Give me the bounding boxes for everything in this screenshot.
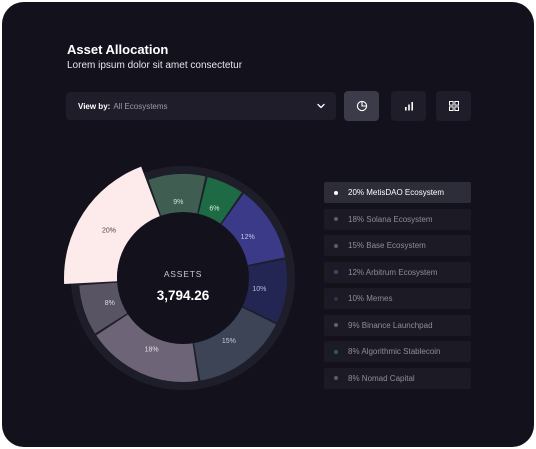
view-by-dropdown[interactable]: View by: All Ecosystems <box>66 92 336 120</box>
legend-dot-icon <box>334 243 338 248</box>
legend-dot-icon <box>334 349 338 354</box>
page-title: Asset Allocation <box>67 42 169 57</box>
legend-item[interactable]: 8% Nomad Capital <box>324 367 471 389</box>
legend-item-label: 8% Nomad Capital <box>348 373 415 383</box>
legend-dot-icon <box>334 190 338 195</box>
pie-slice-label: 10% <box>252 286 266 293</box>
pie-slice-label: 12% <box>241 234 255 241</box>
grid-icon <box>448 101 459 111</box>
pie-slice-label: 15% <box>222 338 236 345</box>
page-subtitle: Lorem ipsum dolor sit amet consectetur <box>67 60 243 71</box>
pie-slice-label: 6% <box>209 206 219 213</box>
grid-view-button[interactable] <box>436 91 471 121</box>
legend-item-label: 15% Base Ecosystem <box>348 241 426 250</box>
pie-slice-label: 20% <box>102 227 116 234</box>
legend-item[interactable]: 12% Arbitrum Ecosystem <box>324 261 471 283</box>
legend-item-label: 20% MetisDAO Ecosystem <box>348 188 445 197</box>
chevron-down-icon <box>317 103 325 109</box>
legend-item[interactable]: 18% Solana Ecosystem <box>324 208 471 230</box>
view-by-value: All Ecosystems <box>113 101 168 111</box>
legend-item[interactable]: 10% Memes <box>324 288 471 309</box>
donut-hole <box>117 212 249 344</box>
pie-slice-label: 9% <box>173 199 183 206</box>
legend-dot-icon <box>334 217 338 221</box>
pie-slice-solana-ecosystem[interactable] <box>96 305 199 382</box>
legend-item[interactable]: 20% MetisDAO Ecosystem <box>324 182 471 203</box>
legend-item[interactable]: 9% Binance Launchpad <box>324 314 471 336</box>
legend-item[interactable]: 8% Algorithmic Stablecoin <box>324 341 471 362</box>
legend-dot-icon <box>334 270 338 274</box>
pie-chart-icon <box>356 100 367 112</box>
legend-dot-icon <box>334 323 338 327</box>
legend-item-label: 8% Algorithmic Stablecoin <box>348 347 441 356</box>
pie-slice-label: 8% <box>105 300 115 307</box>
legend-item-label: 12% Arbitrum Ecosystem <box>348 267 438 277</box>
view-by-label: View by: <box>78 101 111 111</box>
bar-chart-icon <box>404 102 413 111</box>
pie-slice-label: 18% <box>145 346 159 353</box>
legend-dot-icon <box>334 376 338 380</box>
center-value: 3,794.26 <box>157 288 210 303</box>
center-label: ASSETS <box>164 269 202 279</box>
legend-item-label: 18% Solana Ecosystem <box>348 214 433 224</box>
legend-item[interactable]: 15% Base Ecosystem <box>324 235 471 256</box>
legend-dot-icon <box>334 296 338 301</box>
legend-item-label: 10% Memes <box>348 294 393 303</box>
pie-slice-metisdao-ecosystem[interactable] <box>64 166 160 284</box>
pie-view-button[interactable] <box>344 91 379 121</box>
bar-view-button[interactable] <box>391 91 426 121</box>
legend-item-label: 9% Binance Launchpad <box>348 320 433 330</box>
